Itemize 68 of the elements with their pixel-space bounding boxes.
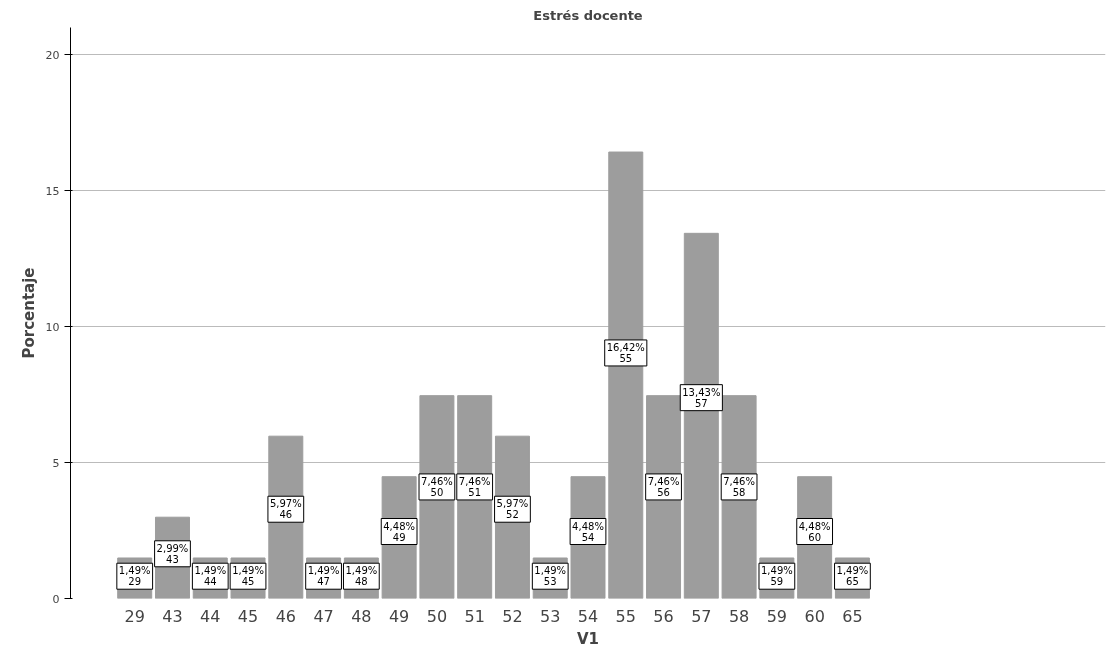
- x-tick-label: 65: [842, 606, 863, 626]
- x-tick-label: 60: [804, 606, 825, 626]
- data-label: 1,49%: [534, 565, 567, 577]
- data-label: 5,97%: [269, 498, 302, 510]
- x-tick-label: 51: [464, 606, 485, 626]
- x-tick-label: 52: [502, 606, 523, 626]
- x-tick-label: 59: [766, 606, 788, 626]
- x-tick-label: 46: [275, 606, 296, 626]
- category-label: 57: [694, 397, 708, 409]
- y-tick-label: 5: [52, 456, 60, 470]
- data-label: 1,49%: [345, 565, 378, 577]
- x-axis-title: V1: [576, 629, 600, 648]
- x-tick-label: 49: [388, 606, 410, 626]
- data-label: 1,49%: [194, 565, 227, 577]
- data-label: 4,48%: [798, 520, 831, 532]
- category-label: 45: [241, 576, 255, 588]
- category-label: 51: [468, 486, 482, 498]
- x-tick-label: 55: [615, 606, 636, 626]
- x-tick-label: 44: [200, 606, 221, 626]
- data-label: 1,49%: [232, 565, 264, 577]
- data-label: 1,49%: [836, 565, 869, 577]
- category-label: 60: [808, 531, 822, 543]
- chart-title: Estrés docente: [533, 7, 643, 23]
- x-tick-label: 45: [237, 606, 259, 626]
- data-label: 7,46%: [458, 475, 491, 487]
- category-label: 29: [128, 576, 142, 588]
- category-label: 48: [355, 576, 368, 588]
- category-label: 43: [166, 553, 179, 565]
- y-tick-label: 20: [45, 48, 60, 62]
- data-label: 4,48%: [572, 520, 604, 532]
- y-axis-title: Porcentaje: [19, 267, 38, 359]
- category-label: 59: [770, 576, 784, 588]
- x-tick-label: 54: [577, 606, 599, 626]
- category-label: 47: [317, 576, 330, 588]
- y-tick-label: 15: [45, 184, 60, 198]
- x-tick-label: 43: [162, 606, 183, 626]
- data-label: 1,49%: [118, 565, 151, 577]
- data-label: 4,48%: [383, 520, 416, 532]
- category-label: 56: [657, 486, 670, 498]
- data-label: 7,46%: [723, 475, 755, 487]
- category-label: 50: [430, 486, 444, 498]
- data-label: 1,49%: [760, 565, 793, 577]
- category-label: 44: [203, 576, 217, 588]
- x-tick-label: 56: [653, 606, 674, 626]
- category-label: 54: [581, 531, 595, 543]
- data-label: 2,99%: [156, 542, 189, 554]
- data-label: 7,46%: [647, 475, 680, 487]
- x-tick-label: 47: [313, 606, 334, 626]
- data-label: 5,97%: [496, 498, 529, 510]
- category-label: 49: [392, 531, 406, 543]
- category-label: 55: [619, 352, 633, 364]
- x-tick-label: 50: [426, 606, 448, 626]
- y-tick-label: 0: [52, 592, 60, 606]
- x-tick-label: 57: [691, 606, 712, 626]
- category-label: 58: [732, 486, 746, 498]
- category-label: 46: [279, 509, 293, 521]
- x-tick-label: 48: [351, 606, 372, 626]
- y-tick-label: 10: [45, 320, 60, 334]
- x-tick-label: 53: [540, 606, 561, 626]
- category-label: 52: [506, 509, 519, 521]
- data-label: 13,43%: [682, 386, 721, 398]
- data-label: 7,46%: [421, 475, 453, 487]
- category-label: 53: [543, 576, 557, 588]
- x-tick-label: 29: [124, 606, 145, 626]
- data-label: 1,49%: [307, 565, 340, 577]
- data-label: 16,42%: [606, 341, 645, 353]
- category-label: 65: [846, 576, 859, 588]
- x-tick-label: 58: [728, 606, 750, 626]
